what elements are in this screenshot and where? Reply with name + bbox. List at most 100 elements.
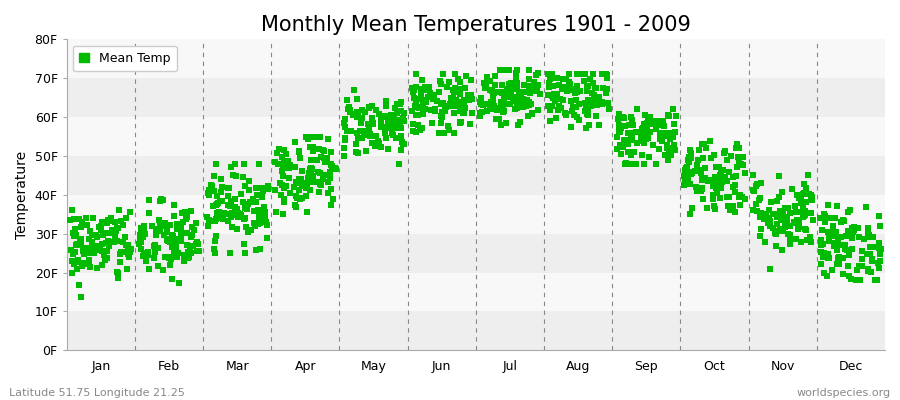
Point: [616, 144, 630, 150]
Point: [657, 123, 671, 130]
Point: [706, 196, 721, 202]
Point: [493, 99, 508, 105]
Point: [278, 159, 293, 165]
Bar: [67, 78, 885, 117]
Point: [438, 103, 453, 110]
Point: [845, 225, 859, 231]
Point: [301, 136, 315, 142]
Point: [794, 200, 808, 206]
Point: [775, 189, 789, 196]
Point: [349, 149, 364, 155]
Point: [734, 161, 748, 168]
Point: [122, 253, 137, 260]
Point: [766, 225, 780, 231]
Point: [799, 237, 814, 243]
Point: [637, 160, 652, 167]
Point: [753, 226, 768, 232]
Point: [706, 152, 721, 158]
Point: [620, 160, 634, 167]
Point: [662, 136, 677, 143]
Point: [634, 126, 649, 132]
Point: [509, 67, 524, 74]
Point: [780, 214, 795, 220]
Point: [437, 105, 452, 112]
Point: [854, 263, 868, 269]
Point: [662, 134, 677, 141]
Point: [253, 219, 267, 226]
Point: [354, 120, 368, 126]
Point: [789, 236, 804, 242]
Point: [487, 102, 501, 109]
Point: [775, 214, 789, 220]
Point: [184, 250, 198, 256]
Point: [695, 141, 709, 148]
Point: [184, 224, 199, 230]
Point: [378, 124, 392, 131]
Point: [649, 124, 663, 130]
Point: [220, 211, 234, 218]
Point: [473, 94, 488, 101]
Point: [496, 102, 510, 108]
Point: [717, 174, 732, 180]
Point: [324, 148, 338, 155]
Point: [133, 236, 148, 243]
Point: [774, 216, 788, 223]
Point: [94, 247, 108, 253]
Point: [233, 190, 248, 197]
Point: [554, 104, 568, 111]
Point: [546, 94, 561, 101]
Point: [828, 240, 842, 246]
Point: [682, 211, 697, 218]
Point: [94, 241, 109, 247]
Point: [872, 245, 886, 251]
Point: [838, 246, 852, 252]
Point: [851, 263, 866, 270]
Point: [590, 98, 604, 104]
Point: [495, 82, 509, 88]
Point: [354, 116, 368, 123]
Point: [595, 101, 609, 108]
Point: [726, 174, 741, 180]
Point: [153, 198, 167, 204]
Point: [582, 76, 597, 82]
Point: [783, 210, 797, 216]
Point: [67, 233, 81, 239]
Point: [105, 227, 120, 234]
Point: [792, 224, 806, 230]
Point: [564, 108, 579, 114]
Point: [211, 193, 225, 199]
Point: [495, 109, 509, 115]
Point: [482, 103, 497, 109]
Point: [828, 233, 842, 240]
Point: [221, 185, 236, 191]
Point: [406, 86, 420, 92]
Point: [257, 209, 272, 216]
Point: [434, 81, 448, 87]
Point: [621, 129, 635, 136]
Point: [825, 266, 840, 273]
Point: [408, 103, 422, 109]
Point: [814, 261, 828, 267]
Point: [580, 108, 595, 115]
Point: [562, 81, 577, 88]
Point: [359, 148, 374, 154]
Point: [170, 252, 184, 258]
Point: [787, 219, 801, 225]
Point: [386, 131, 400, 138]
Point: [833, 234, 848, 240]
Point: [729, 145, 743, 151]
Point: [618, 123, 633, 130]
Point: [176, 258, 191, 264]
Point: [794, 239, 808, 246]
Point: [754, 210, 769, 216]
Point: [796, 202, 810, 208]
Point: [524, 101, 538, 107]
Point: [814, 238, 828, 245]
Point: [873, 258, 887, 265]
Point: [595, 99, 609, 105]
Point: [772, 194, 787, 200]
Point: [389, 118, 403, 124]
Point: [750, 207, 764, 214]
Point: [640, 123, 654, 129]
Point: [783, 232, 797, 238]
